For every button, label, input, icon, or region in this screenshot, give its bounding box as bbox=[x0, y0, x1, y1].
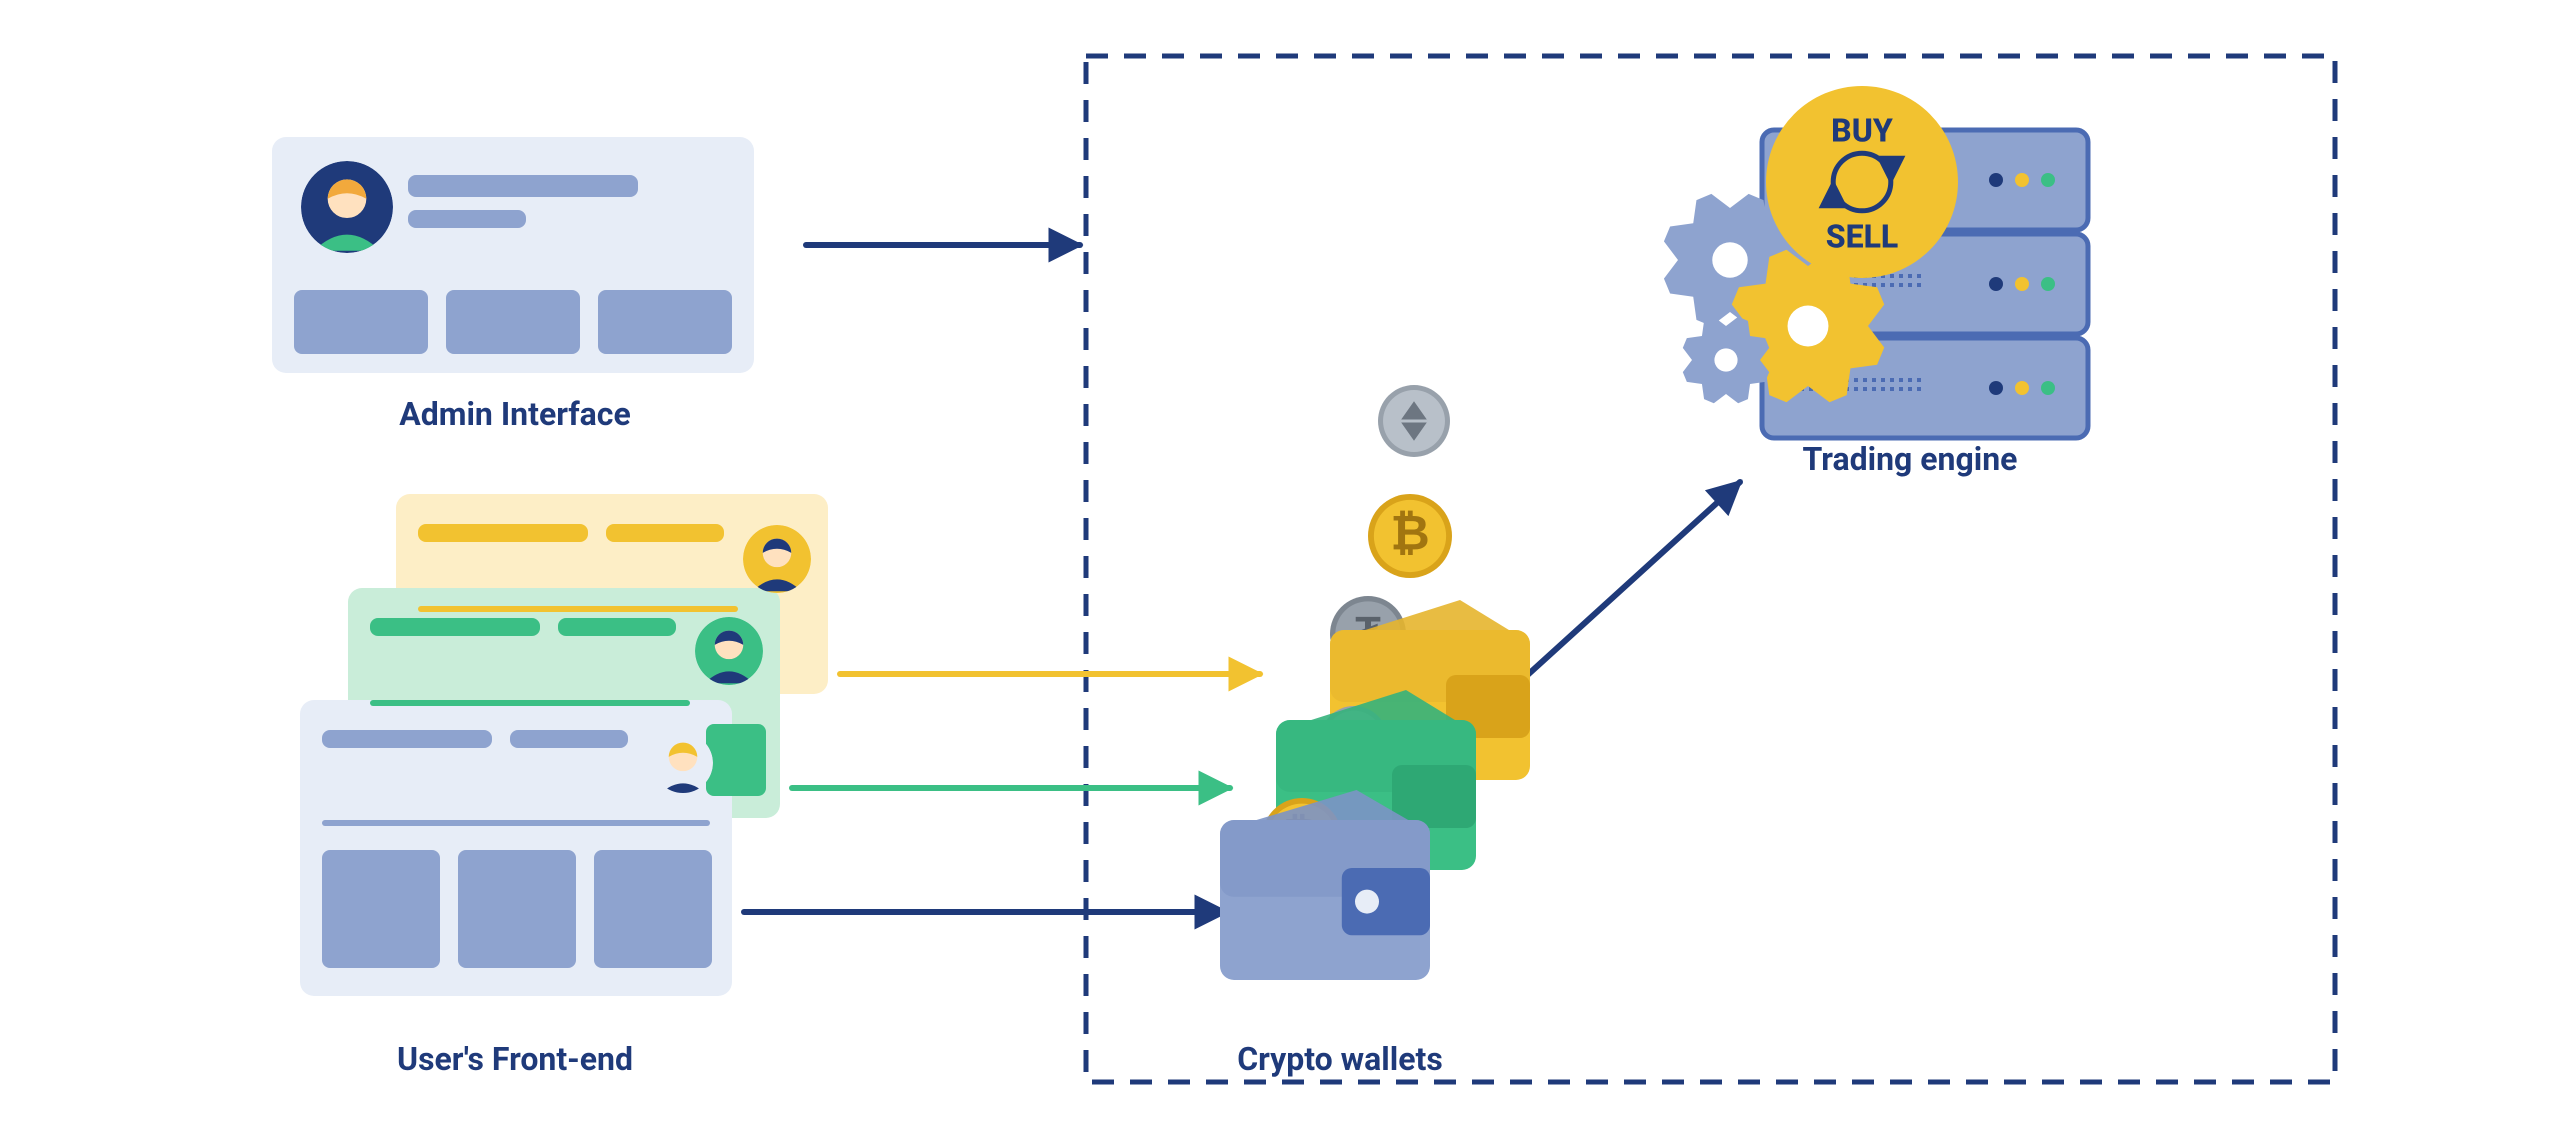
crypto-wallets-label: Crypto wallets bbox=[1170, 1040, 1510, 1078]
admin-interface-card bbox=[272, 137, 754, 373]
trading-engine-label: Trading engine bbox=[1720, 440, 2100, 478]
diagram-stage: Admin Interface User's Front-end Crypto … bbox=[0, 0, 2560, 1125]
admin-interface-label: Admin Interface bbox=[310, 395, 720, 433]
users-frontend-label: User's Front-end bbox=[310, 1040, 720, 1078]
backend-boundary bbox=[1086, 56, 2335, 1082]
user-frontend-card-3 bbox=[300, 700, 732, 996]
